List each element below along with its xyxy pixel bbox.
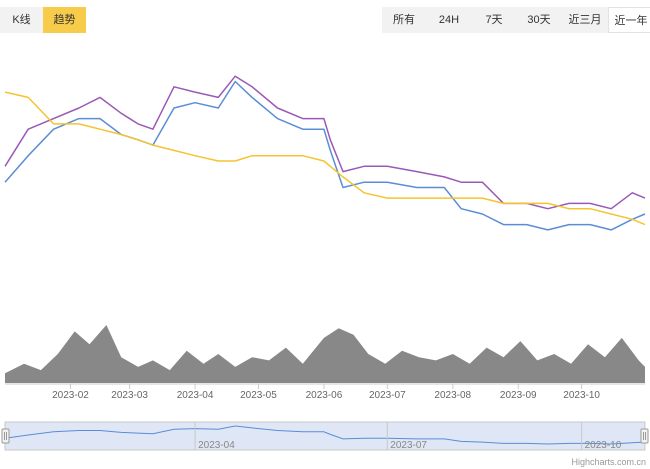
range-3m[interactable]: 近三月 [568, 14, 602, 26]
volume-area [5, 325, 645, 383]
x-tick-label-6: 2023-08 [434, 390, 471, 401]
navigator-handle-left[interactable] [1, 428, 10, 444]
range-all[interactable]: 所有 [393, 14, 415, 26]
x-tick-label-2: 2023-04 [177, 390, 214, 401]
x-tick-label-1: 2023-03 [111, 390, 148, 401]
x-tick-label-0: 2023-02 [52, 390, 89, 401]
x-tick-label-3: 2023-05 [240, 390, 277, 401]
navigator-label-0: 2023-04 [198, 440, 235, 451]
range-7d[interactable]: 7天 [485, 14, 503, 26]
x-tick-label-4: 2023-06 [306, 390, 343, 401]
tab-kline[interactable]: K线 [0, 7, 43, 33]
navigator-series [4, 425, 646, 445]
tab-trend[interactable]: 趋势 [43, 7, 86, 33]
navigator-handle-right[interactable] [640, 428, 649, 444]
x-tick-label-5: 2023-07 [369, 390, 406, 401]
navigator-background [4, 421, 646, 451]
mode-tabs: K线 趋势 [0, 7, 86, 33]
range-tabs: 所有 24H 7天 30天 近三月 近一年 [382, 7, 650, 33]
chart-credits[interactable]: Highcharts.com.cn [571, 457, 646, 467]
x-tick-label-8: 2023-10 [563, 390, 600, 401]
navigator-label-1: 2023-07 [390, 440, 427, 451]
range-1y[interactable]: 近一年 [608, 7, 650, 33]
navigator-label-2: 2023-10 [585, 440, 622, 451]
series-line-0 [4, 75, 646, 210]
x-tick-label-7: 2023-09 [500, 390, 537, 401]
range-24h[interactable]: 24H [438, 14, 460, 26]
range-30d[interactable]: 30天 [527, 14, 551, 26]
series-line-2 [4, 91, 646, 226]
